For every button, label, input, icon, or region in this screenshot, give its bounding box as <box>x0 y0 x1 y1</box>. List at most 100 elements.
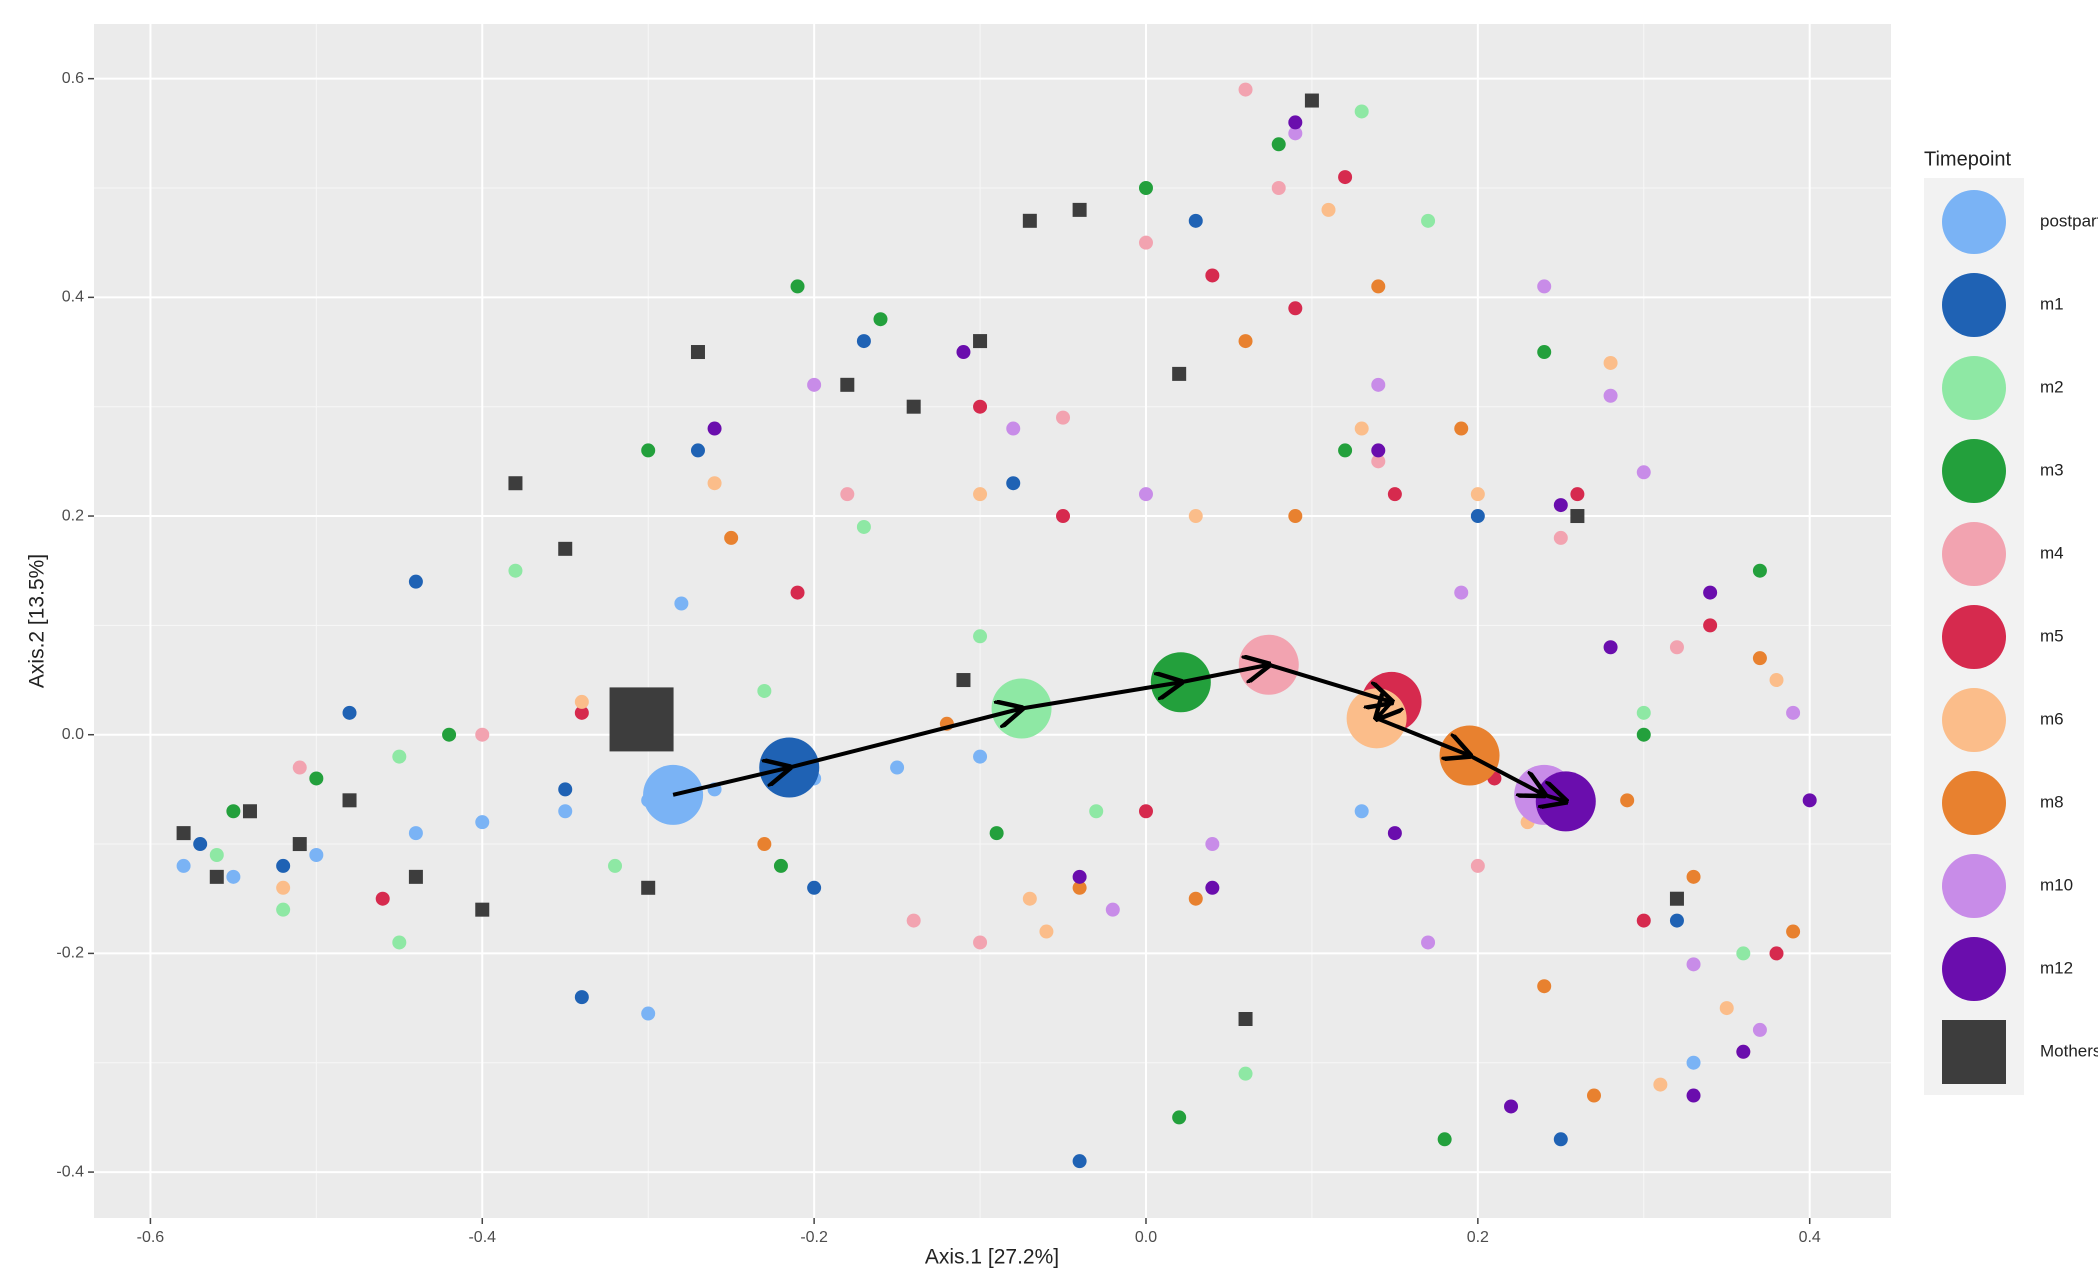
point <box>1338 170 1353 185</box>
point <box>1470 858 1485 873</box>
point <box>973 487 988 502</box>
point <box>906 913 921 928</box>
point <box>558 541 573 556</box>
point <box>856 334 871 349</box>
legend-key <box>1942 190 2006 254</box>
legend-label: m12 <box>2040 958 2073 977</box>
point <box>773 858 788 873</box>
point <box>1188 891 1203 906</box>
point <box>1553 1132 1568 1147</box>
point <box>1669 913 1684 928</box>
point <box>1504 1099 1519 1114</box>
point <box>1686 869 1701 884</box>
point <box>1802 793 1817 808</box>
centroids <box>609 634 1596 832</box>
point <box>1288 126 1303 141</box>
point <box>1570 509 1585 524</box>
point <box>209 847 224 862</box>
legend-label: m6 <box>2040 709 2064 728</box>
y-tick-label: -0.4 <box>56 1163 84 1180</box>
point <box>1188 213 1203 228</box>
point <box>1786 924 1801 939</box>
point <box>1321 202 1336 217</box>
point <box>1769 946 1784 961</box>
point <box>1288 301 1303 316</box>
point <box>1454 421 1469 436</box>
legend-label: m5 <box>2040 626 2064 645</box>
trajectory-arrow <box>672 768 789 797</box>
point <box>1205 268 1220 283</box>
point <box>1371 443 1386 458</box>
point <box>1537 345 1552 360</box>
y-tick-label: -0.2 <box>56 945 84 962</box>
point <box>1072 880 1087 895</box>
point <box>1686 957 1701 972</box>
point <box>1752 651 1767 666</box>
point <box>1636 465 1651 480</box>
point <box>973 749 988 764</box>
point <box>1421 935 1436 950</box>
trajectory-arrow <box>1544 795 1566 802</box>
point <box>1669 891 1684 906</box>
point <box>608 858 623 873</box>
point <box>1354 104 1369 119</box>
point <box>1138 235 1153 250</box>
point <box>973 334 988 349</box>
point <box>1271 181 1286 196</box>
point <box>1138 487 1153 502</box>
point <box>1138 804 1153 819</box>
point <box>1603 640 1618 655</box>
point <box>1703 585 1718 600</box>
legend-label: m4 <box>2040 543 2064 562</box>
point <box>707 421 722 436</box>
legend-label: m1 <box>2040 294 2064 313</box>
point <box>1205 837 1220 852</box>
point <box>1006 421 1021 436</box>
point <box>1105 902 1120 917</box>
point <box>674 596 689 611</box>
point <box>807 377 822 392</box>
point <box>1056 410 1071 425</box>
point <box>1719 1001 1734 1016</box>
point <box>1537 279 1552 294</box>
x-axis-label: Axis.1 [27.2%] <box>925 1246 1059 1269</box>
point <box>956 673 971 688</box>
point <box>690 443 705 458</box>
point <box>1553 530 1568 545</box>
point <box>408 869 423 884</box>
point <box>1288 115 1303 130</box>
trajectory-arrow <box>788 708 1021 770</box>
point <box>1686 1088 1701 1103</box>
point <box>641 443 656 458</box>
legend-key <box>1942 605 2006 669</box>
point <box>840 377 855 392</box>
point <box>1736 1044 1751 1059</box>
point <box>508 563 523 578</box>
point <box>342 705 357 720</box>
x-tick-label: 0.0 <box>1135 1229 1157 1246</box>
point <box>807 880 822 895</box>
point <box>1271 137 1286 152</box>
point <box>1205 880 1220 895</box>
point <box>641 1006 656 1021</box>
point <box>973 935 988 950</box>
point <box>276 902 291 917</box>
point <box>1006 476 1021 491</box>
point <box>574 990 589 1005</box>
point <box>392 749 407 764</box>
legend-key <box>1942 522 2006 586</box>
point <box>1338 443 1353 458</box>
point <box>1470 487 1485 502</box>
point <box>1454 585 1469 600</box>
y-tick-label: 0.6 <box>62 70 84 87</box>
y-tick-label: 0.4 <box>62 289 84 306</box>
legend-label: m2 <box>2040 377 2064 396</box>
legend-label: m8 <box>2040 792 2064 811</box>
legend-key <box>1942 1020 2006 1084</box>
point <box>1537 979 1552 994</box>
grid <box>94 24 1891 1218</box>
point <box>1288 509 1303 524</box>
point <box>558 782 573 797</box>
point <box>1686 1055 1701 1070</box>
